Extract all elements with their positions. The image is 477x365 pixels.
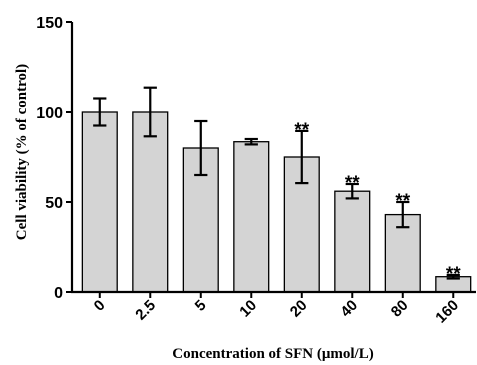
significance-marker-160: ** [446,264,461,285]
bar-10 [233,141,270,293]
x-tick-label-40: 40 [337,297,361,321]
bar-0 [81,111,118,293]
x-tick-label-80: 80 [388,297,412,321]
significance-marker-80: ** [395,191,410,212]
y-tick-label-150: 150 [36,15,63,32]
y-tick-label-100: 100 [36,105,63,122]
bar-2.5 [132,111,169,293]
x-tick-label-10: 10 [236,297,260,321]
significance-marker-40: ** [345,173,360,194]
y-tick-label-0: 0 [54,285,63,302]
significance-marker-20: ** [294,120,309,141]
x-tick-label-160: 160 [432,297,462,327]
x-tick-label-0: 0 [91,297,109,315]
y-axis-title: Cell viability (% of control) [14,64,30,240]
x-tick-label-20: 20 [287,297,311,321]
x-tick-label-5: 5 [192,297,210,315]
x-tick-label-2.5: 2.5 [132,297,159,324]
plot-area: 0 2.5 5 10 ** 20 ** 40 ** 80 ** 160 0 50 100 150 [36,15,476,327]
x-axis-title: Concentration of SFN (μmol/L) [172,346,373,362]
y-tick-label-50: 50 [45,195,63,212]
bar-40 [334,190,371,293]
